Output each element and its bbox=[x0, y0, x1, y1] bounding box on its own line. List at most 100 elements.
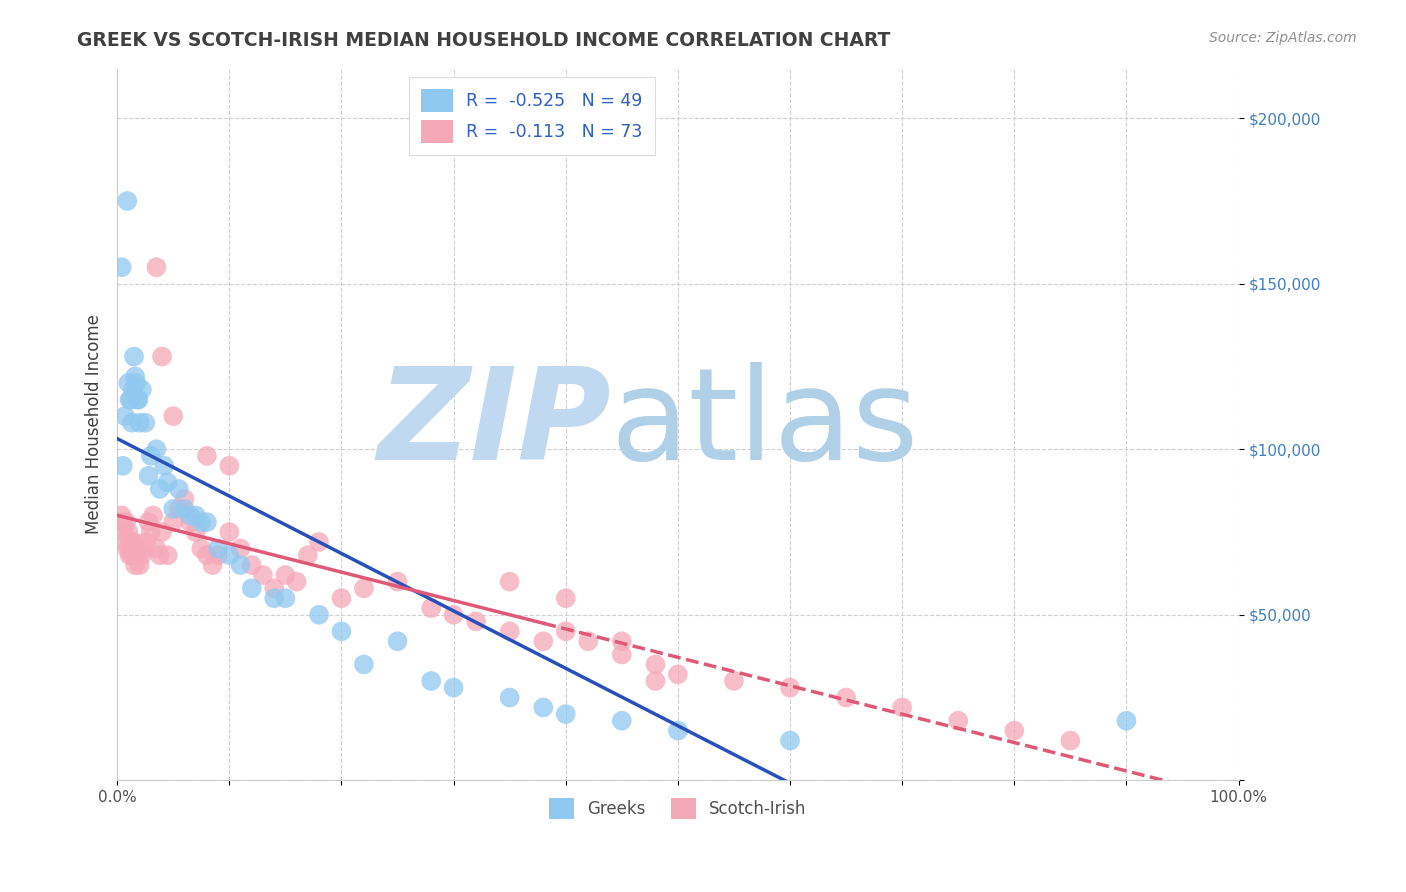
Point bbox=[554, 707, 576, 722]
Legend: Greeks, Scotch-Irish: Greeks, Scotch-Irish bbox=[543, 792, 813, 825]
Point bbox=[610, 714, 633, 728]
Point bbox=[330, 624, 353, 639]
Point bbox=[139, 449, 162, 463]
Text: GREEK VS SCOTCH-IRISH MEDIAN HOUSEHOLD INCOME CORRELATION CHART: GREEK VS SCOTCH-IRISH MEDIAN HOUSEHOLD I… bbox=[77, 31, 891, 50]
Point bbox=[240, 558, 263, 573]
Point bbox=[666, 723, 689, 738]
Point bbox=[610, 648, 633, 662]
Point bbox=[207, 541, 229, 556]
Point bbox=[124, 369, 146, 384]
Point bbox=[274, 591, 297, 606]
Point bbox=[420, 673, 443, 688]
Point bbox=[139, 524, 162, 539]
Point bbox=[263, 582, 285, 596]
Point bbox=[162, 515, 184, 529]
Point bbox=[149, 482, 172, 496]
Point bbox=[145, 442, 167, 457]
Text: ZIP: ZIP bbox=[377, 362, 610, 487]
Point bbox=[132, 541, 155, 556]
Point bbox=[114, 535, 136, 549]
Point bbox=[138, 468, 160, 483]
Point bbox=[576, 634, 599, 648]
Point bbox=[173, 491, 195, 506]
Point bbox=[117, 524, 139, 539]
Point bbox=[138, 515, 160, 529]
Point bbox=[167, 482, 190, 496]
Point bbox=[891, 700, 914, 714]
Point bbox=[1002, 723, 1025, 738]
Point bbox=[128, 392, 150, 407]
Point bbox=[145, 260, 167, 275]
Point bbox=[122, 350, 145, 364]
Point bbox=[128, 416, 150, 430]
Point bbox=[122, 535, 145, 549]
Point bbox=[644, 657, 666, 672]
Point bbox=[723, 673, 745, 688]
Point bbox=[124, 558, 146, 573]
Point bbox=[195, 548, 218, 562]
Point bbox=[179, 508, 201, 523]
Point bbox=[666, 667, 689, 681]
Point bbox=[308, 607, 330, 622]
Point bbox=[353, 657, 375, 672]
Point bbox=[184, 508, 207, 523]
Point bbox=[142, 508, 165, 523]
Point bbox=[240, 582, 263, 596]
Point bbox=[117, 194, 139, 208]
Point bbox=[125, 548, 148, 562]
Point bbox=[387, 574, 409, 589]
Point bbox=[465, 615, 488, 629]
Point bbox=[499, 690, 522, 705]
Point bbox=[184, 524, 207, 539]
Point bbox=[218, 548, 240, 562]
Point bbox=[554, 624, 576, 639]
Point bbox=[218, 458, 240, 473]
Point bbox=[195, 449, 218, 463]
Point bbox=[117, 541, 139, 556]
Point bbox=[285, 574, 308, 589]
Point bbox=[190, 515, 212, 529]
Point bbox=[162, 409, 184, 424]
Point bbox=[131, 383, 153, 397]
Point bbox=[114, 409, 136, 424]
Point bbox=[387, 634, 409, 648]
Point bbox=[150, 524, 173, 539]
Point bbox=[153, 458, 176, 473]
Point bbox=[120, 535, 142, 549]
Point bbox=[122, 541, 145, 556]
Point bbox=[229, 558, 252, 573]
Point bbox=[122, 383, 145, 397]
Point bbox=[948, 714, 970, 728]
Point bbox=[117, 376, 139, 390]
Point bbox=[127, 392, 149, 407]
Point bbox=[252, 568, 274, 582]
Point bbox=[835, 690, 858, 705]
Point bbox=[162, 501, 184, 516]
Point bbox=[118, 548, 141, 562]
Point bbox=[308, 535, 330, 549]
Point bbox=[779, 681, 801, 695]
Point bbox=[330, 591, 353, 606]
Point bbox=[201, 558, 224, 573]
Point bbox=[111, 515, 134, 529]
Point bbox=[150, 350, 173, 364]
Point bbox=[120, 392, 142, 407]
Point bbox=[207, 548, 229, 562]
Point bbox=[443, 681, 465, 695]
Text: atlas: atlas bbox=[610, 362, 920, 487]
Point bbox=[121, 548, 143, 562]
Point bbox=[127, 541, 149, 556]
Point bbox=[610, 634, 633, 648]
Point bbox=[274, 568, 297, 582]
Point bbox=[499, 624, 522, 639]
Point bbox=[145, 541, 167, 556]
Point bbox=[149, 548, 172, 562]
Point bbox=[1115, 714, 1137, 728]
Point bbox=[229, 541, 252, 556]
Point bbox=[644, 673, 666, 688]
Point bbox=[134, 416, 156, 430]
Point bbox=[111, 458, 134, 473]
Point bbox=[111, 260, 134, 275]
Point bbox=[115, 515, 138, 529]
Point bbox=[297, 548, 319, 562]
